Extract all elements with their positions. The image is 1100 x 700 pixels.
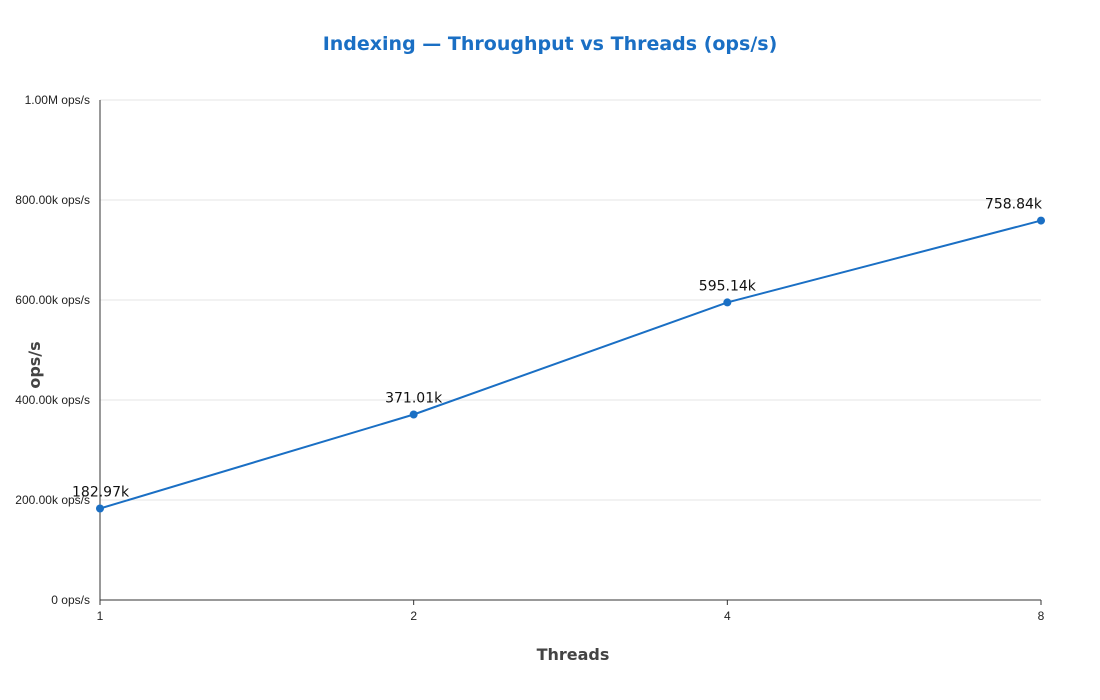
data-labels: 182.97k 371.01k 595.14k 758.84k xyxy=(72,197,1043,501)
grid-lines xyxy=(100,99,1041,501)
y-tick-label: 400.00k ops/s xyxy=(15,393,90,407)
data-label: 595.14k xyxy=(699,278,757,294)
series-line xyxy=(99,219,1042,510)
data-point[interactable] xyxy=(1037,216,1045,225)
y-tick-label: 0 ops/s xyxy=(51,593,90,607)
y-tick-labels: 0 ops/s 200.00k ops/s 400.00k ops/s 600.00k… xyxy=(15,93,90,607)
data-label: 758.84k xyxy=(985,197,1043,213)
x-tick-label: 1 xyxy=(97,609,104,623)
y-tick-label: 800.00k ops/s xyxy=(15,193,90,207)
x-axis-title: Threads xyxy=(537,645,610,664)
y-axis-title: ops/s xyxy=(25,341,44,388)
data-point[interactable] xyxy=(96,504,104,513)
y-tick-label: 1.00M ops/s xyxy=(25,93,90,107)
data-point[interactable] xyxy=(409,410,418,419)
data-label: 371.01k xyxy=(385,390,443,406)
series-line-group xyxy=(96,216,1045,513)
y-tick-label: 200.00k ops/s xyxy=(15,493,90,507)
chart-title: Indexing — Throughput vs Threads (ops/s) xyxy=(323,33,778,55)
x-tick-label: 8 xyxy=(1038,609,1045,623)
x-tick-label: 4 xyxy=(724,609,731,623)
axes xyxy=(99,100,1041,601)
data-label: 182.97k xyxy=(72,485,130,501)
y-tick-label: 600.00k ops/s xyxy=(15,293,90,307)
x-tick-label: 2 xyxy=(410,609,417,623)
data-point[interactable] xyxy=(723,298,732,307)
x-tick-labels: 1 2 4 8 xyxy=(97,600,1045,623)
